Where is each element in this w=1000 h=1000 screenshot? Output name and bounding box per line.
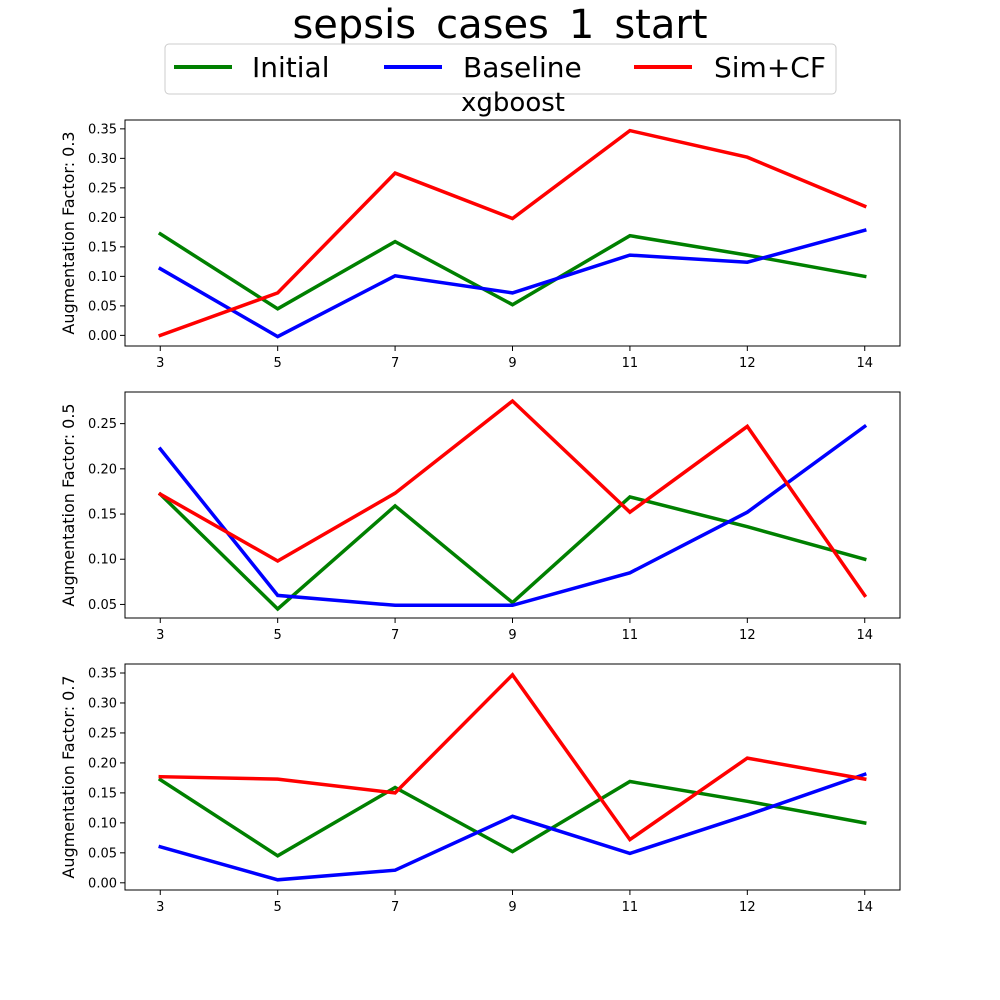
x-tick-label: 12 [739, 356, 756, 371]
y-tick-label: 0.35 [88, 122, 117, 137]
x-tick-label: 12 [739, 628, 756, 643]
x-tick-label: 11 [622, 900, 639, 915]
y-tick-label: 0.20 [88, 462, 117, 477]
x-tick-label: 11 [622, 356, 639, 371]
series-line-initial [157, 231, 867, 311]
x-tick-label: 9 [508, 900, 516, 915]
y-tick-label: 0.25 [88, 726, 117, 741]
x-tick-label: 9 [508, 628, 516, 643]
series-line-initial [157, 777, 867, 858]
x-tick-label: 5 [274, 356, 282, 371]
x-tick-label: 14 [856, 628, 873, 643]
y-tick-label: 0.10 [88, 270, 117, 285]
y-tick-label: 0.20 [88, 756, 117, 771]
series-line-baseline [157, 228, 867, 339]
legend: Initial Baseline Sim+CF [164, 43, 837, 95]
subplot-title: xgboost [461, 88, 565, 118]
x-tick-label: 9 [508, 356, 516, 371]
y-tick-label: 0.05 [88, 846, 117, 861]
x-tick-label: 5 [274, 900, 282, 915]
y-tick-label: 0.20 [88, 211, 117, 226]
series-line-baseline [158, 772, 867, 882]
y-tick-label: 0.05 [88, 598, 117, 613]
x-tick-label: 7 [391, 900, 399, 915]
y-axis-label: Augmentation Factor: 0.3 [59, 131, 78, 334]
y-tick-label: 0.15 [88, 786, 117, 801]
subplot-1: Augmentation Factor: 0.3 0.00 0.05 0.10 0.15… [59, 119, 901, 371]
y-tick-label: 0.25 [88, 181, 117, 196]
y-tick-label: 0.30 [88, 696, 117, 711]
x-tick-label: 12 [739, 900, 756, 915]
subplots: Augmentation Factor: 0.3 0.00 0.05 0.10 0.15… [59, 119, 901, 915]
x-tick-label: 3 [156, 356, 164, 371]
y-axis-label: Augmentation Factor: 0.5 [59, 403, 78, 606]
subplot-2: Augmentation Factor: 0.5 0.05 0.10 0.15 0.20… [59, 391, 901, 643]
x-tick-label: 5 [274, 628, 282, 643]
y-tick-label: 0.10 [88, 553, 117, 568]
legend-label-initial: Initial [252, 51, 329, 84]
x-tick-label: 3 [156, 900, 164, 915]
x-tick-label: 7 [391, 628, 399, 643]
subplot-3: Augmentation Factor: 0.7 0.00 0.05 0.10 0.15… [59, 663, 901, 915]
plot-frame [124, 119, 901, 347]
x-tick-label: 14 [856, 356, 873, 371]
y-tick-label: 0.10 [88, 816, 117, 831]
y-tick-label: 0.30 [88, 152, 117, 167]
x-tick-label: 11 [622, 628, 639, 643]
series-line-simcf [158, 672, 867, 843]
x-tick-label: 3 [156, 628, 164, 643]
x-tick-label: 14 [856, 900, 873, 915]
series-line-simcf [157, 398, 868, 598]
legend-frame [164, 43, 837, 95]
series-line-simcf [158, 128, 867, 338]
legend-label-simcf: Sim+CF [714, 51, 826, 84]
y-tick-label: 0.00 [88, 329, 117, 344]
y-tick-label: 0.05 [88, 299, 117, 314]
y-axis-label: Augmentation Factor: 0.7 [59, 675, 78, 878]
series-line-baseline [157, 423, 868, 608]
series-line-initial [157, 491, 867, 612]
y-tick-label: 0.00 [88, 876, 117, 891]
y-tick-label: 0.35 [88, 666, 117, 681]
plot-frame [124, 391, 901, 619]
y-tick-label: 0.15 [88, 508, 117, 523]
plot-frame [124, 663, 901, 891]
x-tick-label: 7 [391, 356, 399, 371]
y-tick-label: 0.15 [88, 240, 117, 255]
y-tick-label: 0.25 [88, 417, 117, 432]
legend-label-baseline: Baseline [463, 51, 582, 84]
figure-title: sepsis_cases_1_start [292, 2, 707, 48]
